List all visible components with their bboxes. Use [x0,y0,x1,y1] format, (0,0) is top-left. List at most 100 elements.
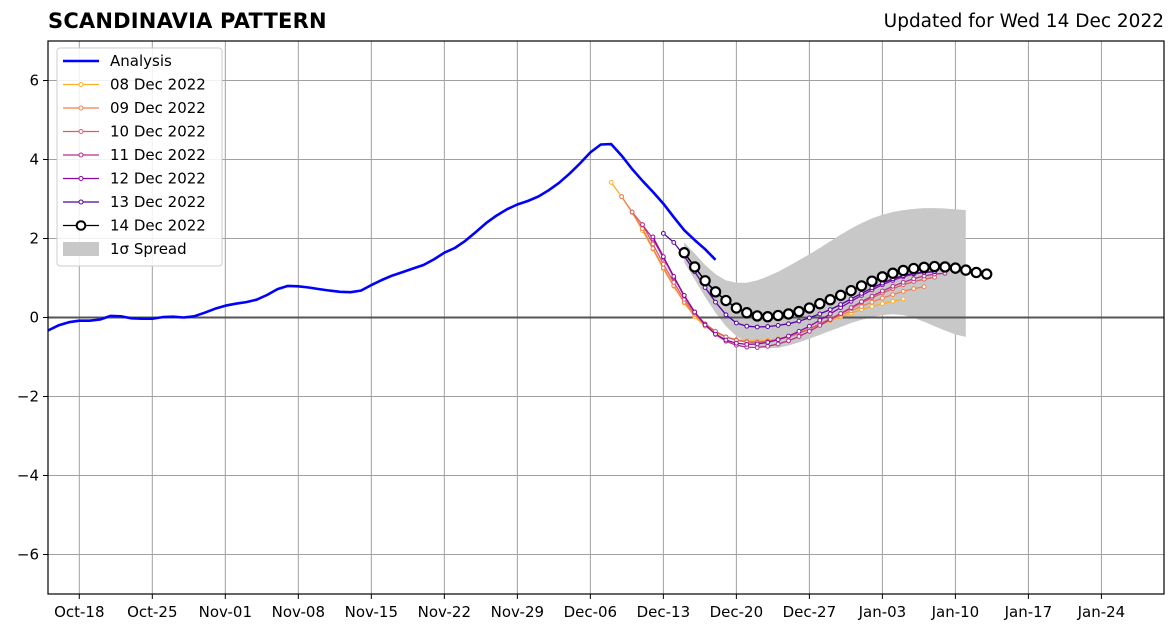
x-tick-label: Dec-13 [637,603,691,621]
legend-box [56,47,223,267]
forecast-point [681,292,687,298]
y-tick-label: 4 [29,151,39,169]
forecast-point [660,261,666,267]
forecast-point [702,322,708,328]
x-tick-label: Jan-17 [1004,603,1053,621]
latest-forecast-point [824,294,836,306]
forecast-point [890,298,896,304]
legend-label: 12 Dec 2022 [110,170,206,188]
y-tick-label: 6 [29,72,39,90]
forecast-point [754,341,760,347]
latest-forecast-series [678,247,993,323]
legend-label: 08 Dec 2022 [110,76,206,94]
latest-forecast-point [803,302,816,314]
latest-forecast-point [918,261,930,274]
forecast-point [733,320,739,326]
latest-forecast-point [751,310,763,322]
x-tick-label: Jan-24 [1077,603,1126,621]
x-tick-label: Nov-22 [418,603,471,621]
forecast-point [650,241,656,247]
latest-forecast-point [939,261,951,273]
forecast-point [817,323,823,328]
forecast-point [796,318,802,324]
legend: Analysis 08 Dec 2022 09 Dec 2022 10 Dec 202… [56,47,223,267]
latest-forecast-point [782,308,795,320]
latest-forecast-point [720,294,732,307]
x-axis: Oct-18 Oct-25 Nov-01 Nov-08 Nov-15 Nov-22 Nov-… [54,594,1125,621]
forecast-point [848,305,854,311]
x-tick-label: Nov-15 [345,603,398,621]
latest-forecast-point [970,266,982,279]
forecast-point [660,254,666,260]
legend-item: 10 Dec 2022 [63,123,206,141]
legend-label: 13 Dec 2022 [110,193,206,211]
latest-forecast-point [814,297,826,310]
forecast-point [869,299,875,305]
forecast-point [713,299,718,305]
forecast-point [775,341,781,347]
latest-forecast-point [688,261,701,273]
series [47,142,993,350]
forecast-point [827,307,833,313]
x-tick-label: Jan-10 [931,603,980,621]
legend-swatch [63,242,99,256]
legend-label: Analysis [110,52,172,70]
chart-title: SCANDINAVIA PATTERN [48,9,327,33]
forecast-point [827,311,833,317]
forecast-point [911,276,917,282]
forecast-point [806,328,812,334]
latest-forecast-point [928,260,941,273]
latest-forecast-point [793,305,805,318]
x-tick-label: Dec-06 [564,603,618,621]
forecast-point [806,323,812,329]
forecast-point [900,296,906,302]
legend-item: 11 Dec 2022 [63,146,206,164]
x-tick-label: Dec-20 [710,603,764,621]
latest-forecast-point [834,289,847,302]
legend-item: 14 Dec 2022 [63,217,206,235]
latest-forecast-point [772,309,784,322]
forecast-point [859,291,864,296]
forecast-point [692,309,698,315]
latest-forecast-point [761,311,774,323]
forecast-point [775,337,781,343]
forecast-point [879,301,885,307]
forecast-line [652,236,935,346]
forecast-point [723,312,729,318]
forecast-point [629,209,635,215]
forecast-point [640,222,645,228]
legend-label: 09 Dec 2022 [110,99,206,117]
legend-item: Analysis [63,52,172,70]
forecast-point [911,286,917,292]
legend-label: 14 Dec 2022 [110,217,206,235]
forecast-point [608,180,614,185]
forecast-point [827,317,833,322]
x-tick-label: Nov-08 [272,603,325,621]
latest-forecast-point [845,284,857,297]
legend-marker [78,105,84,111]
latest-forecast-point [866,275,878,287]
forecast-point [744,341,750,347]
latest-forecast-point [741,307,753,319]
latest-forecast-point [678,247,690,259]
forecast-point [796,328,802,334]
legend-item: 12 Dec 2022 [63,170,206,188]
forecast-point [713,331,718,337]
y-axis: −6 −4 −2 0 2 4 6 [17,72,48,564]
forecast-point [879,288,885,294]
forecast-point [921,284,927,290]
forecast-point [765,343,771,349]
latest-forecast-point [897,264,909,277]
forecast-point [796,334,802,339]
latest-forecast-point [887,267,899,279]
forecast-point [869,293,875,299]
forecast-point [723,337,729,343]
x-tick-label: Nov-01 [199,603,252,621]
forecast-point [744,323,750,329]
legend-marker [78,199,84,205]
legend-label: 1σ Spread [110,240,187,258]
latest-forecast-point [960,264,972,276]
forecast-point [879,295,885,301]
forecast-point [765,339,771,345]
forecast-point [765,324,771,329]
